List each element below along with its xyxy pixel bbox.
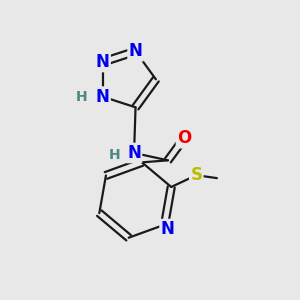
Text: O: O [177,129,191,147]
Text: H: H [109,148,121,162]
Text: N: N [129,42,142,60]
Text: N: N [160,220,175,238]
Text: S: S [190,166,202,184]
Text: H: H [76,90,88,104]
Text: N: N [96,88,110,106]
Text: N: N [96,53,110,71]
Text: N: N [127,144,141,162]
